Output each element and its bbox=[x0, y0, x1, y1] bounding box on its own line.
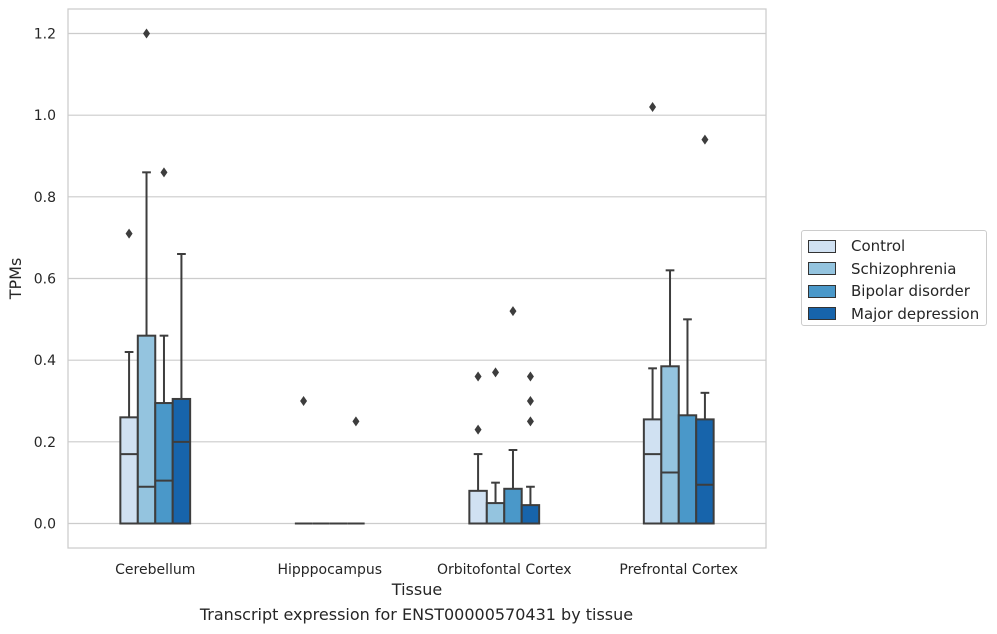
box-major-depression bbox=[171, 253, 192, 525]
y-tick-label: 1.0 bbox=[34, 108, 56, 124]
y-axis-label: TPMs bbox=[6, 258, 25, 301]
box-major-depression bbox=[347, 416, 365, 525]
outlier-point bbox=[474, 424, 482, 435]
outlier-point bbox=[526, 371, 534, 382]
box-plot-marks bbox=[119, 28, 715, 525]
iqr-box bbox=[503, 487, 523, 525]
iqr-box bbox=[468, 489, 488, 525]
box-schizophrenia bbox=[136, 28, 157, 525]
y-tick-label: 0.8 bbox=[34, 190, 56, 206]
legend-swatch bbox=[808, 284, 836, 298]
legend-item: Schizophrenia bbox=[808, 258, 956, 280]
legend-swatch bbox=[808, 262, 836, 275]
x-axis-ticks: Cerebellum Hipppocampus Orbitofontal Corte… bbox=[115, 562, 738, 578]
box-control bbox=[294, 396, 313, 525]
legend-item: Bipolar disorder bbox=[808, 280, 970, 302]
outlier-point bbox=[701, 134, 709, 145]
box-control bbox=[119, 228, 139, 525]
outlier-point bbox=[526, 416, 534, 427]
plot-area-frame bbox=[67, 8, 767, 549]
outlier-point bbox=[526, 396, 534, 406]
box-major-depression bbox=[520, 371, 541, 525]
legend-label: Control bbox=[851, 237, 906, 255]
y-tick-label: 0.0 bbox=[34, 517, 56, 533]
iqr-box bbox=[642, 418, 663, 525]
iqr-box bbox=[119, 416, 139, 525]
outlier-point bbox=[474, 371, 482, 382]
x-tick-label: Hipppocampus bbox=[277, 562, 382, 578]
iqr-box bbox=[154, 402, 174, 525]
legend-swatch bbox=[808, 239, 836, 253]
iqr-box bbox=[171, 397, 192, 525]
y-axis-ticks: 0.0 0.2 0.4 0.6 0.8 1.0 1.2 bbox=[34, 27, 56, 533]
x-axis-label: Tissue bbox=[391, 580, 442, 599]
outlier-point bbox=[492, 367, 500, 378]
box-bipolar-disorder bbox=[677, 318, 698, 525]
chart-title: Transcript expression for ENST0000057043… bbox=[199, 605, 634, 624]
outlier-point bbox=[509, 306, 517, 317]
outlier-point bbox=[143, 28, 151, 39]
box-control bbox=[642, 102, 663, 525]
y-tick-label: 0.6 bbox=[34, 272, 56, 288]
box-bipolar-disorder bbox=[154, 167, 174, 525]
iqr-box bbox=[695, 418, 715, 525]
outlier-point bbox=[649, 102, 657, 112]
legend-label: Schizophrenia bbox=[851, 259, 957, 278]
iqr-box bbox=[485, 502, 506, 525]
outlier-point bbox=[300, 396, 308, 406]
legend-label: Bipolar disorder bbox=[851, 282, 970, 300]
x-tick-label: Cerebellum bbox=[115, 562, 195, 578]
box-bipolar-disorder bbox=[503, 306, 523, 525]
y-tick-label: 0.2 bbox=[34, 435, 56, 451]
x-tick-label: Orbitofontal Cortex bbox=[437, 562, 572, 578]
iqr-box bbox=[520, 504, 541, 525]
legend-swatch bbox=[808, 307, 836, 320]
outlier-point bbox=[125, 228, 133, 239]
y-tick-label: 1.2 bbox=[34, 27, 56, 43]
legend-item: Major depression bbox=[808, 303, 979, 325]
legend-item: Control bbox=[808, 235, 905, 257]
legend-label: Major depression bbox=[851, 304, 980, 323]
box-schizophrenia bbox=[485, 367, 506, 525]
y-tick-label: 0.4 bbox=[34, 353, 56, 369]
box-schizophrenia bbox=[660, 269, 680, 525]
outlier-point bbox=[160, 167, 168, 178]
outlier-point bbox=[352, 416, 360, 427]
chart-legend: Control Schizophrenia Bipolar disorder Majo… bbox=[801, 230, 987, 326]
x-tick-label: Prefrontal Cortex bbox=[619, 562, 738, 578]
box-major-depression bbox=[695, 134, 715, 525]
iqr-box bbox=[677, 414, 698, 525]
iqr-box bbox=[660, 365, 680, 525]
iqr-box bbox=[136, 334, 157, 525]
box-control bbox=[468, 371, 488, 525]
